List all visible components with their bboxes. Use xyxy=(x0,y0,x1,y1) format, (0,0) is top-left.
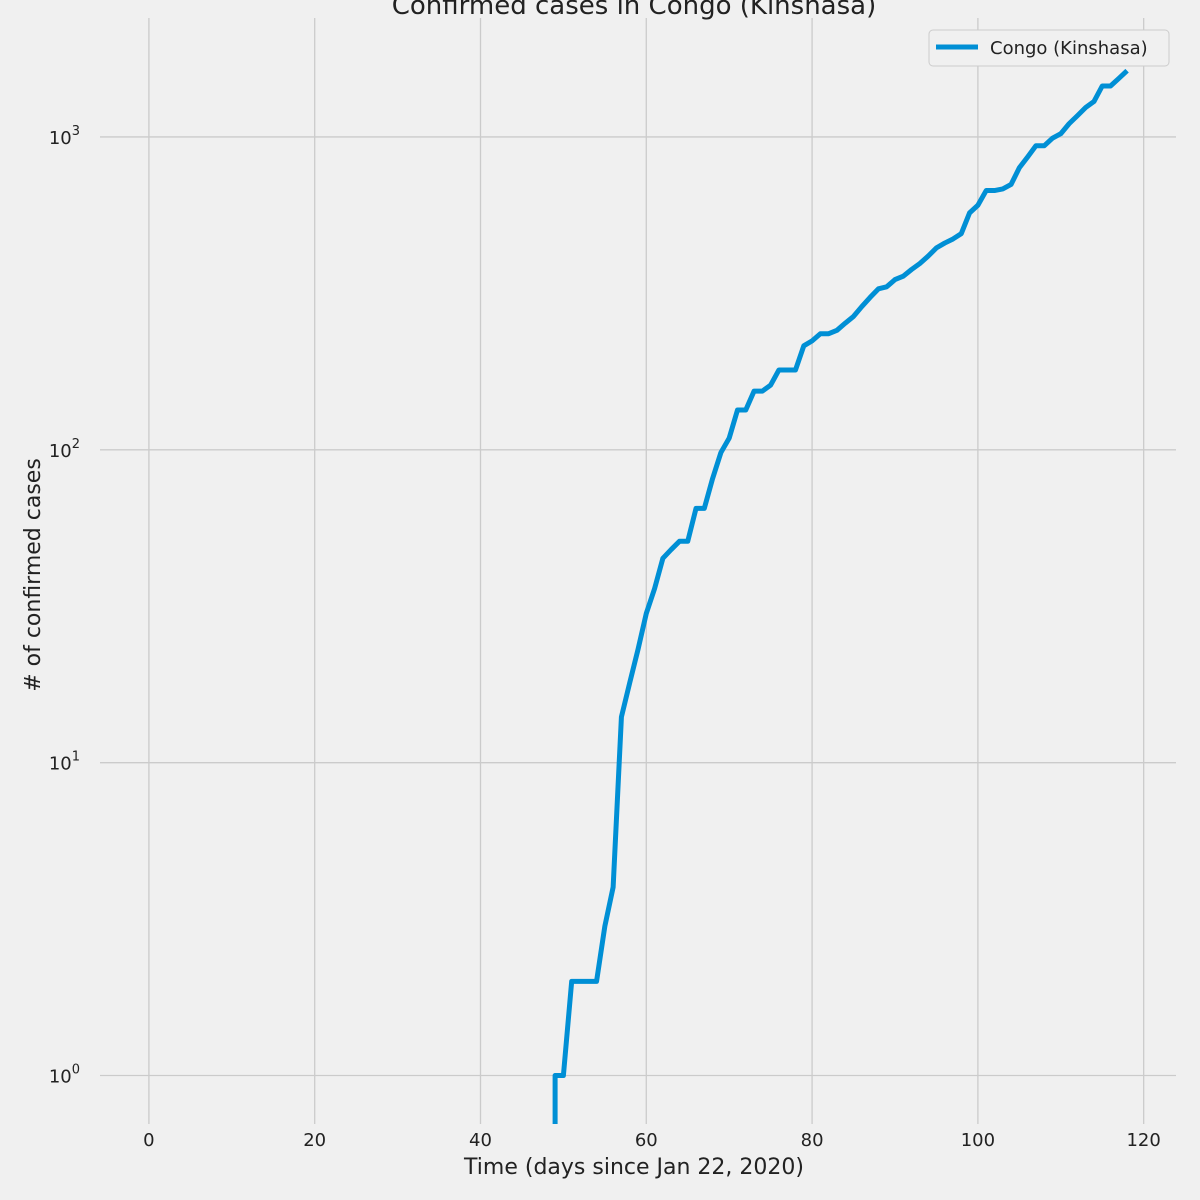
series-line xyxy=(552,68,1129,1124)
x-tick-label: 80 xyxy=(801,1130,824,1151)
y-axis-ticks: 100 101 102 103 xyxy=(49,124,80,1088)
legend-box xyxy=(928,29,1170,67)
x-tick-label: 40 xyxy=(469,1130,492,1151)
x-axis-ticks: 0 20 40 60 80 100 120 xyxy=(143,1130,1161,1151)
chart-title: Confirmed cases in Congo (Kinshasa) xyxy=(392,0,876,21)
x-tick-label: 120 xyxy=(1126,1130,1160,1151)
x-tick-label: 100 xyxy=(961,1130,995,1151)
y-tick-label: 101 xyxy=(49,750,80,775)
x-tick-label: 20 xyxy=(303,1130,326,1151)
x-tick-label: 0 xyxy=(143,1130,154,1151)
x-tick-label: 60 xyxy=(635,1130,658,1151)
x-axis-label: Time (days since Jan 22, 2020) xyxy=(463,1155,804,1180)
y-axis-label: # of confirmed cases xyxy=(21,458,46,692)
legend-label: Congo (Kinshasa) xyxy=(990,38,1148,59)
legend: Congo (Kinshasa) xyxy=(928,29,1170,67)
series-layer xyxy=(552,68,1129,1124)
y-tick-label: 100 xyxy=(49,1063,80,1088)
grid xyxy=(100,18,1176,1124)
y-tick-label: 102 xyxy=(49,437,80,462)
y-tick-label: 103 xyxy=(49,124,80,149)
